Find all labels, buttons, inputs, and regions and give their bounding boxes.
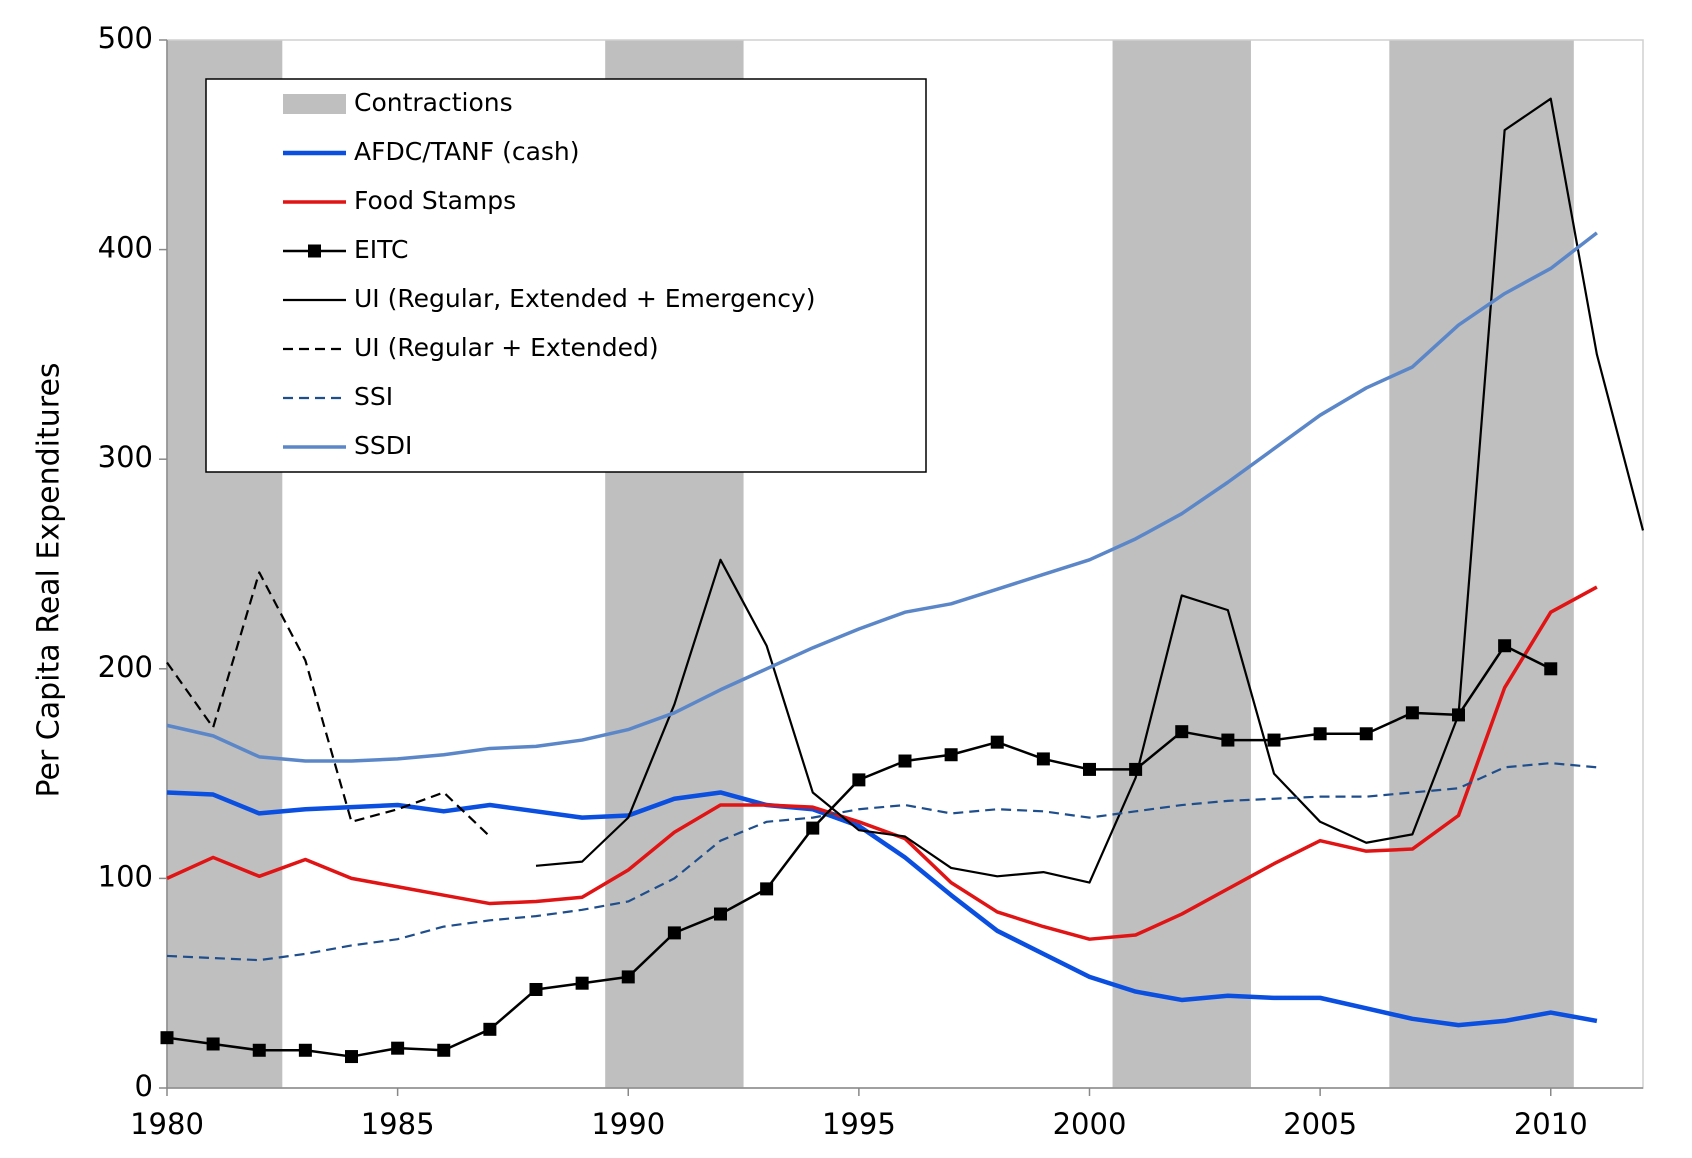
series-marker: [760, 882, 774, 896]
y-tick-label: 400: [98, 231, 153, 265]
legend-swatch: [283, 94, 346, 114]
series-marker: [1544, 662, 1558, 676]
legend: Contractions AFDC/TANF (cash) Food Stamps E…: [205, 78, 927, 473]
series-line: [166, 231, 1598, 763]
series-line: [166, 762, 1597, 962]
contraction-band: [1112, 40, 1251, 1088]
series-marker: [1313, 727, 1327, 741]
series-marker: [1359, 727, 1373, 741]
series-marker: [1267, 733, 1281, 747]
series-marker: [575, 976, 589, 990]
series-marker: [483, 1022, 497, 1036]
legend-label: Contractions: [354, 88, 513, 117]
y-axis-label: Per Capita Real Expenditures: [32, 362, 67, 797]
series-line: [166, 585, 1598, 941]
legend-label: Food Stamps: [354, 186, 516, 215]
series-marker: [206, 1037, 220, 1051]
series-marker: [806, 821, 820, 835]
x-tick-label: 2005: [1283, 1107, 1357, 1141]
series-marker: [1498, 639, 1512, 653]
series-marker: [298, 1043, 312, 1057]
x-tick-label: 1980: [130, 1107, 204, 1141]
series-marker: [714, 907, 727, 921]
legend-label: SSDI: [354, 431, 412, 460]
legend-label: AFDC/TANF (cash): [354, 137, 580, 166]
y-tick-label: 100: [98, 859, 153, 893]
y-tick-label: 500: [98, 21, 153, 55]
series-marker: [345, 1050, 358, 1064]
series-marker: [391, 1041, 405, 1055]
x-tick-label: 1985: [361, 1107, 435, 1141]
contraction-band: [1389, 40, 1574, 1088]
series-line: [535, 97, 1645, 884]
series-marker: [252, 1043, 266, 1057]
x-tick-label: 1995: [822, 1107, 896, 1141]
legend-label: UI (Regular, Extended + Emergency): [354, 284, 816, 313]
series-marker: [1221, 733, 1235, 747]
series-marker: [621, 970, 635, 984]
series-marker: [990, 735, 1004, 749]
x-tick-label: 1990: [591, 1107, 665, 1141]
legend-label: EITC: [354, 235, 408, 264]
series-marker: [667, 926, 681, 940]
series-marker: [1175, 725, 1189, 739]
x-tick-label: 2000: [1053, 1107, 1127, 1141]
y-tick-label: 200: [98, 650, 153, 684]
series-marker: [852, 773, 866, 787]
series-line: [166, 644, 1552, 1058]
series-marker: [529, 982, 543, 996]
series-line: [166, 790, 1598, 1028]
series-marker: [437, 1043, 451, 1057]
legend-marker: [308, 244, 321, 258]
legend-label: SSI: [354, 382, 393, 411]
series-marker: [1083, 762, 1096, 776]
y-tick-label: 300: [98, 440, 153, 474]
series-marker: [944, 748, 958, 762]
series-marker: [1405, 706, 1419, 720]
legend-box: [205, 78, 927, 473]
x-tick-label: 2010: [1514, 1107, 1588, 1141]
series-marker: [898, 754, 912, 768]
legend-label: UI (Regular + Extended): [354, 333, 659, 362]
series-line: [166, 571, 491, 838]
series-marker: [160, 1031, 174, 1045]
y-tick-label: 0: [135, 1069, 153, 1103]
series-marker: [1036, 752, 1050, 766]
